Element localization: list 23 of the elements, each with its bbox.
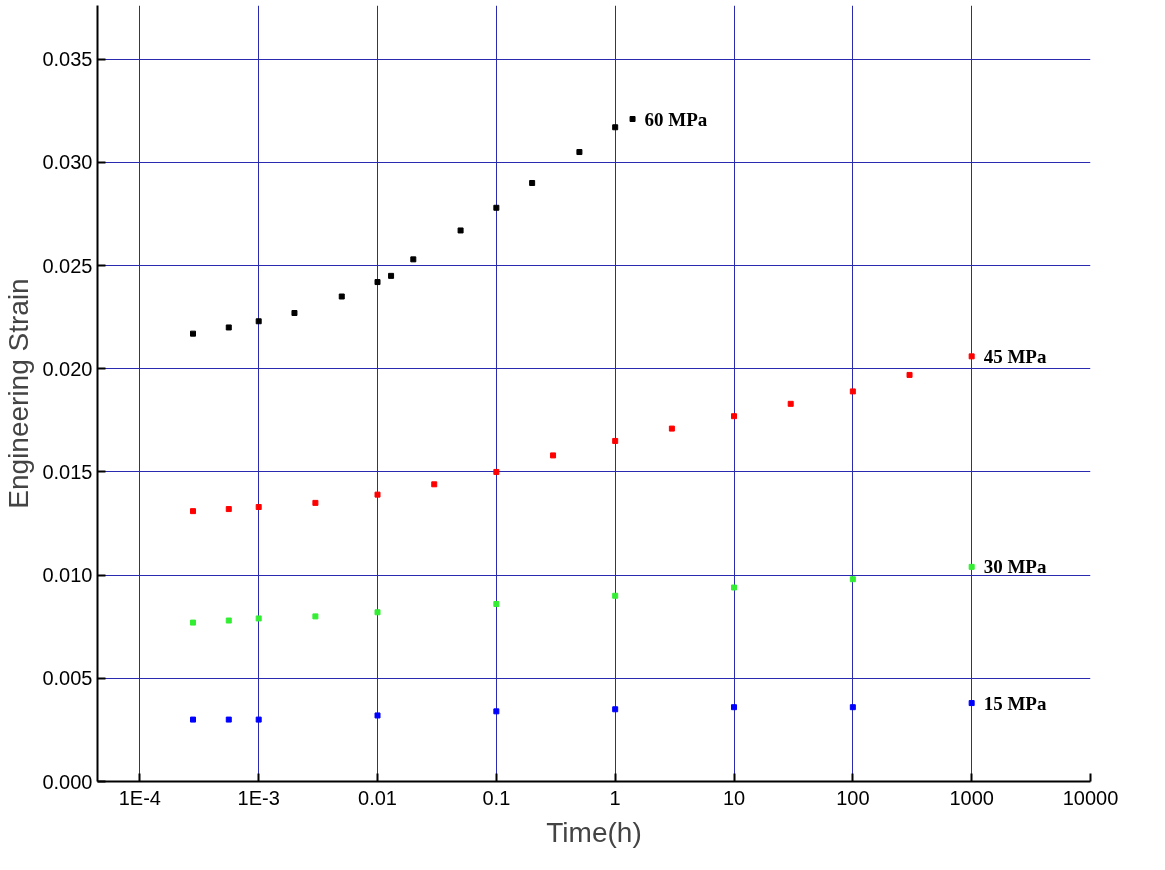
x-tick-label: 1000 xyxy=(949,786,994,809)
x-tick-label: 0.1 xyxy=(482,786,511,809)
x-tick-label: 1E-4 xyxy=(118,786,161,809)
y-tick-label: 0.020 xyxy=(42,357,93,380)
y-axis-title: Engineering Strain xyxy=(3,278,35,509)
x-tick-label: 10 xyxy=(722,786,746,809)
x-tick-label: 10000 xyxy=(1062,786,1119,809)
y-tick-label: 0.010 xyxy=(42,564,93,587)
y-tick-label: 0.030 xyxy=(42,151,93,174)
x-tick-label: 0.01 xyxy=(358,786,397,809)
x-tick-label: 1 xyxy=(609,786,621,809)
x-tick-label: 1E-3 xyxy=(237,786,280,809)
series-label: 30 MPa xyxy=(983,556,1047,578)
y-tick-label: 0.025 xyxy=(42,254,93,277)
series-label: 45 MPa xyxy=(983,345,1047,367)
y-tick-label: 0.035 xyxy=(42,48,93,71)
y-tick-label: 0.015 xyxy=(42,460,93,483)
x-axis-title: Time(h) xyxy=(546,816,642,848)
series-label: 15 MPa xyxy=(983,692,1047,714)
y-tick-label: 0.000 xyxy=(42,770,93,793)
y-tick-label: 0.005 xyxy=(42,667,93,690)
x-tick-label: 100 xyxy=(836,786,870,809)
series-label: 60 MPa xyxy=(644,108,708,130)
